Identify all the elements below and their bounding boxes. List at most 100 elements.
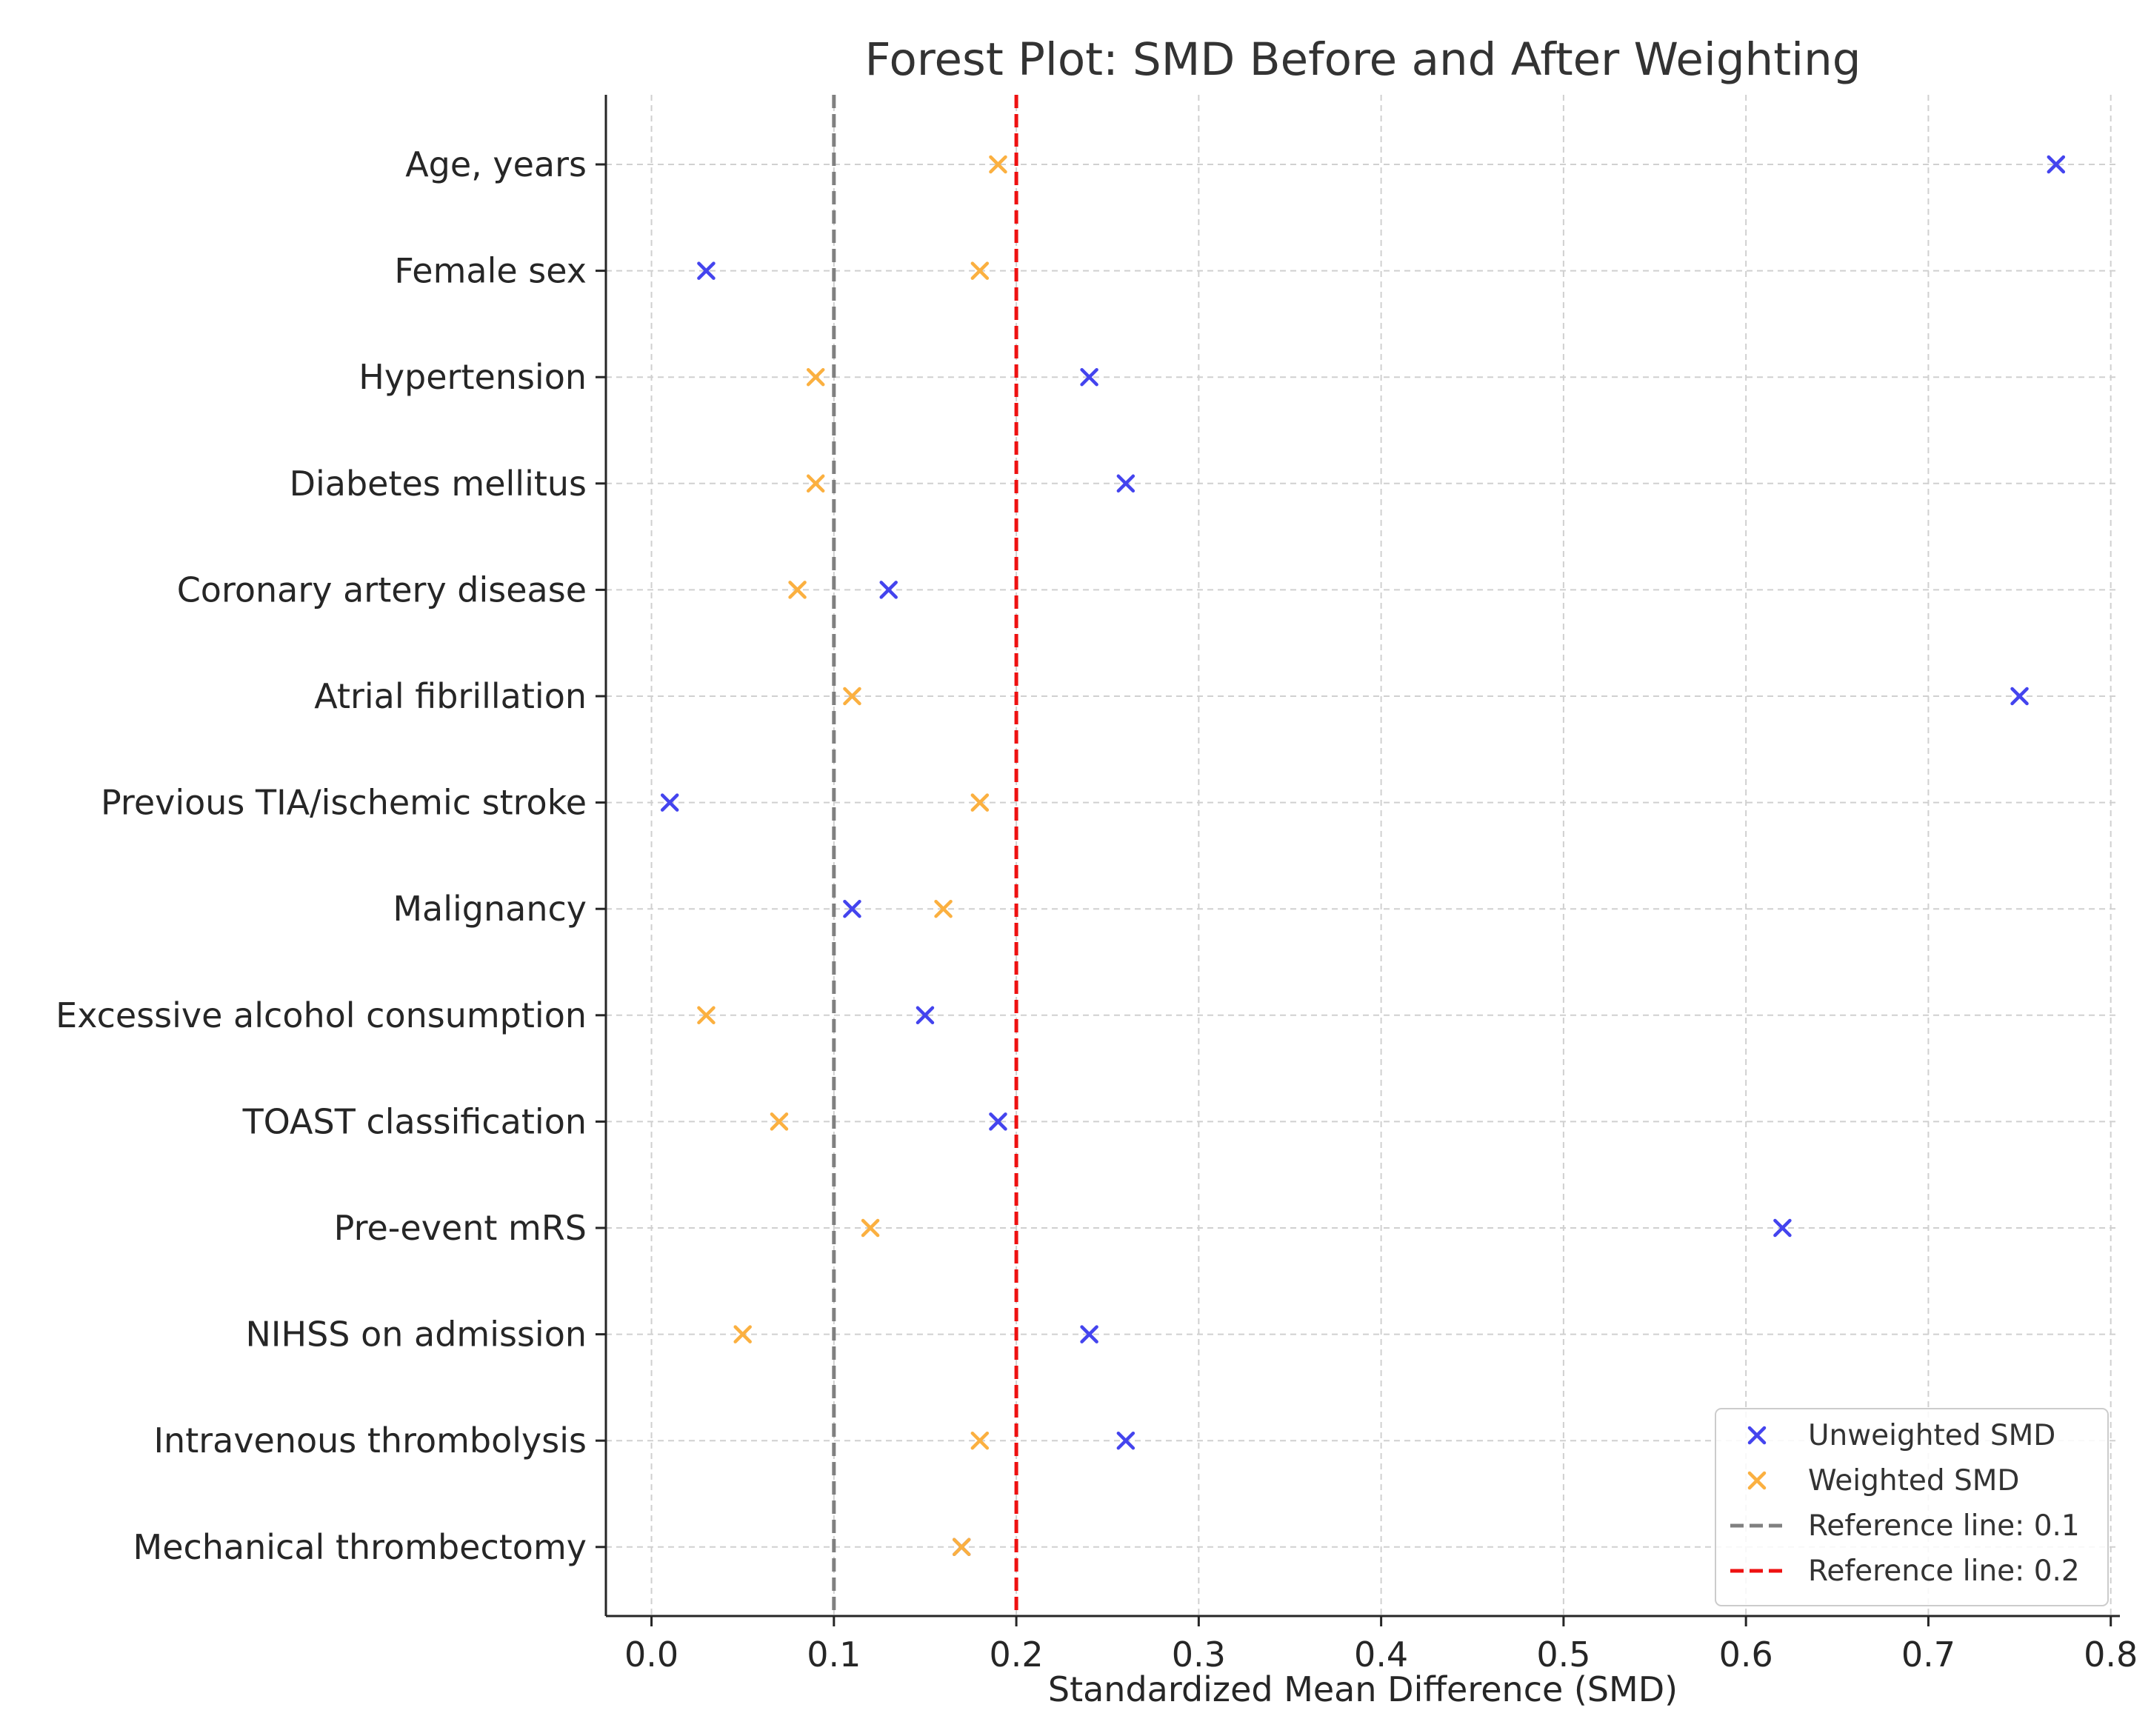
marker-stroke	[733, 1325, 752, 1343]
x-tick-label: 0.8	[2084, 1635, 2138, 1675]
marker-stroke	[1116, 1431, 1135, 1450]
reference-lines	[832, 95, 1018, 1616]
marker-stroke	[879, 581, 898, 599]
y-tick-label: Previous TIA/ischemic stroke	[101, 783, 587, 823]
data-points	[660, 155, 2066, 1557]
marker-stroke	[1080, 1325, 1098, 1343]
data-point	[788, 581, 807, 599]
marker-stroke	[1773, 1218, 1792, 1238]
marker-stroke	[970, 793, 990, 812]
marker-stroke	[970, 261, 990, 280]
legend-box	[1715, 1408, 2109, 1606]
x-tick-label: 0.6	[1719, 1635, 1773, 1675]
marker-stroke	[1747, 1426, 1767, 1445]
legend-marker	[1747, 1426, 1767, 1445]
legend-entry: Reference line: 0.1	[1730, 1509, 2080, 1543]
data-point	[1080, 367, 1098, 387]
marker-stroke	[970, 1431, 990, 1450]
marker-stroke	[989, 155, 1007, 174]
marker-stroke	[1080, 367, 1098, 387]
y-tick-label: Mechanical thrombectomy	[133, 1527, 587, 1567]
data-point	[952, 1538, 971, 1557]
marker-stroke	[788, 581, 807, 599]
y-tick-label: Female sex	[394, 251, 587, 291]
marker-stroke	[989, 1112, 1007, 1131]
data-point	[1773, 1218, 1792, 1238]
data-point	[843, 687, 861, 706]
y-tick-label: Excessive alcohol consumption	[56, 995, 587, 1035]
marker-stroke	[806, 474, 825, 493]
marker-stroke	[697, 261, 716, 280]
legend-label: Reference line: 0.2	[1808, 1555, 2080, 1588]
axes	[604, 95, 2120, 1618]
marker-stroke	[1747, 1471, 1767, 1490]
y-tick-label: Malignancy	[393, 889, 587, 929]
data-point	[770, 1112, 789, 1131]
y-tick-label: Hypertension	[358, 357, 587, 397]
data-point	[989, 155, 1007, 174]
legend-entry: Reference line: 0.2	[1730, 1555, 2080, 1588]
series-weighted-smd	[697, 155, 1007, 1557]
y-tick-label: Diabetes mellitus	[290, 464, 587, 504]
data-point	[806, 367, 825, 387]
marker-stroke	[843, 899, 861, 918]
legend-marker	[1747, 1471, 1767, 1490]
x-tick-label: 0.1	[807, 1635, 861, 1675]
x-tick-label: 0.4	[1354, 1635, 1408, 1675]
marker-stroke	[952, 1538, 971, 1557]
legend-entry: Unweighted SMD	[1747, 1419, 2055, 1452]
data-point	[989, 1112, 1007, 1131]
x-tick-labels: 0.0 0.1 0.2 0.3 0.4 0.5 0.6 0.7 0.8	[624, 1616, 2138, 1675]
legend-entry: Weighted SMD	[1747, 1464, 2019, 1498]
data-point	[843, 899, 861, 918]
marker-stroke	[806, 367, 825, 387]
chart-title: Forest Plot: SMD Before and After Weight…	[865, 33, 1861, 86]
data-point	[733, 1325, 752, 1343]
x-tick-label: 0.2	[990, 1635, 1044, 1675]
legend-label: Unweighted SMD	[1808, 1419, 2055, 1452]
marker-stroke	[843, 687, 861, 706]
data-point	[934, 899, 953, 918]
marker-stroke	[770, 1112, 789, 1131]
y-tick-label: Atrial fibrillation	[314, 676, 587, 716]
data-point	[1116, 1431, 1135, 1450]
marker-stroke	[916, 1006, 935, 1025]
marker-stroke	[660, 793, 679, 812]
y-tick-label: Intravenous thrombolysis	[153, 1420, 587, 1460]
data-point	[2047, 155, 2066, 174]
data-point	[879, 581, 898, 599]
data-point	[697, 261, 716, 280]
marker-stroke	[2047, 155, 2066, 174]
data-point	[1116, 474, 1135, 493]
data-point	[660, 793, 679, 812]
y-tick-label: NIHSS on admission	[246, 1315, 587, 1355]
legend: Unweighted SMD Weighted SMD Reference line…	[1715, 1408, 2109, 1606]
y-tick-label: Coronary artery disease	[177, 570, 587, 610]
marker-stroke	[697, 1006, 716, 1025]
data-point	[861, 1218, 880, 1238]
y-tick-labels: Age, years Female sex Hypertension Diabetes…	[56, 144, 606, 1567]
legend-label: Reference line: 0.1	[1808, 1509, 2080, 1543]
x-tick-label: 0.3	[1172, 1635, 1226, 1675]
x-tick-label: 0.0	[624, 1635, 678, 1675]
data-point	[2010, 687, 2029, 706]
marker-stroke	[2010, 687, 2029, 706]
data-point	[1080, 1325, 1098, 1343]
x-tick-label: 0.5	[1536, 1635, 1590, 1675]
data-point	[970, 1431, 990, 1450]
x-axis-label: Standardized Mean Difference (SMD)	[1048, 1669, 1678, 1709]
data-point	[970, 793, 990, 812]
y-tick-label: Age, years	[405, 144, 587, 184]
data-point	[970, 261, 990, 280]
data-point	[806, 474, 825, 493]
x-tick-label: 0.7	[1901, 1635, 1955, 1675]
data-point	[916, 1006, 935, 1025]
legend-label: Weighted SMD	[1808, 1464, 2019, 1498]
marker-stroke	[1116, 474, 1135, 493]
data-point	[697, 1006, 716, 1025]
marker-stroke	[934, 899, 953, 918]
marker-stroke	[861, 1218, 880, 1238]
y-tick-label: TOAST classification	[242, 1101, 587, 1141]
y-tick-label: Pre-event mRS	[334, 1208, 587, 1248]
